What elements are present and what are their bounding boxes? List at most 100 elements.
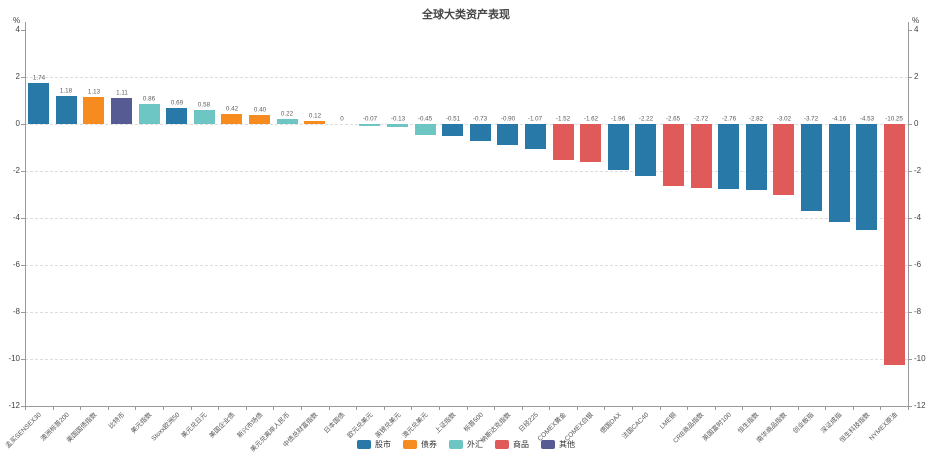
chart-title: 全球大类资产表现	[422, 9, 510, 21]
y-axis-label: -12	[8, 401, 20, 410]
legend-item-other[interactable]: 其他	[541, 439, 575, 450]
bar-value-label: -2.65	[666, 115, 681, 123]
bar-value-label: 0.40	[253, 105, 266, 113]
x-axis-tick	[576, 406, 578, 410]
bar[interactable]	[442, 124, 464, 136]
bar[interactable]	[662, 124, 684, 187]
x-axis-tick	[411, 406, 413, 410]
x-axis-tick	[466, 406, 468, 410]
bar[interactable]	[745, 124, 767, 191]
bar[interactable]	[276, 118, 298, 124]
y-axis-label: 4	[15, 25, 20, 34]
x-axis-label: 美元指数	[129, 411, 154, 435]
bar-value-label: -0.13	[390, 115, 405, 123]
legend: 股市 债券 外汇 商品 其他	[0, 439, 932, 450]
bar-value-label: 0.69	[170, 98, 183, 106]
y-axis-tick	[21, 265, 25, 266]
legend-item-fx[interactable]: 外汇	[449, 439, 483, 450]
bar[interactable]	[524, 124, 546, 150]
x-axis-label: 深证成指	[819, 411, 844, 435]
bar[interactable]	[883, 124, 905, 365]
bar-value-label: 1.74	[32, 74, 45, 82]
bar[interactable]	[497, 124, 519, 146]
bar[interactable]	[580, 124, 602, 163]
y-axis-tick	[21, 312, 25, 313]
bar[interactable]	[166, 107, 188, 124]
x-axis-label: 日经225	[517, 411, 540, 434]
x-axis-tick	[494, 406, 496, 410]
bar-value-label: -2.22	[638, 115, 653, 123]
y-axis-tick	[21, 171, 25, 172]
bar[interactable]	[138, 103, 160, 124]
y-axis-label: 4	[914, 25, 919, 34]
x-axis-tick	[770, 406, 772, 410]
x-axis-label: LME铜	[658, 411, 678, 431]
x-axis-label: 创业板指	[791, 411, 816, 435]
bar[interactable]	[221, 114, 243, 124]
y-axis-tick	[908, 124, 912, 125]
y-axis-label: -8	[914, 307, 922, 316]
legend-swatch	[449, 440, 463, 449]
y-axis-tick	[908, 171, 912, 172]
bar[interactable]	[414, 124, 436, 135]
bar[interactable]	[828, 124, 850, 222]
x-axis-label: 德国DAX	[598, 411, 623, 436]
bar-value-label: 0.42	[225, 105, 239, 113]
bar[interactable]	[773, 124, 795, 195]
y-axis-label: -8	[12, 307, 20, 316]
y-axis-tick	[908, 218, 912, 219]
bar-value-label: 0.86	[143, 94, 156, 102]
bar[interactable]	[856, 124, 878, 231]
bar[interactable]	[800, 124, 822, 212]
x-axis-tick	[825, 406, 827, 410]
x-axis-label: 上证指数	[433, 411, 457, 435]
x-axis-tick	[632, 406, 634, 410]
bar[interactable]	[83, 97, 105, 124]
legend-item-commodity[interactable]: 商品	[495, 439, 529, 450]
bar[interactable]	[718, 124, 740, 189]
bar[interactable]	[552, 124, 574, 160]
y-axis-unit: %	[13, 16, 21, 25]
bar[interactable]	[387, 124, 409, 128]
bar-value-label: -1.07	[528, 115, 543, 123]
y-axis-label: -2	[12, 166, 20, 175]
bar[interactable]	[28, 83, 50, 124]
x-axis-label: 澳元兑美元	[400, 411, 430, 440]
x-axis-tick	[107, 406, 109, 410]
x-axis-tick	[356, 406, 358, 410]
bar-value-label: -2.82	[749, 115, 764, 123]
x-axis-label: 英国富时100	[701, 411, 733, 443]
x-axis-tick	[549, 406, 551, 410]
y-axis-line	[908, 22, 909, 406]
bar-value-label: -2.76	[721, 115, 736, 123]
bar-value-label: -10.25	[885, 115, 904, 123]
bar[interactable]	[469, 124, 491, 142]
y-axis-tick	[908, 406, 912, 407]
bar[interactable]	[111, 97, 133, 124]
bar[interactable]	[607, 124, 629, 171]
bar-value-label: -4.16	[831, 115, 847, 123]
x-axis-label: 新兴市场债	[235, 411, 264, 440]
x-axis-label: COMEX白银	[563, 411, 595, 443]
legend-swatch	[357, 440, 371, 449]
legend-item-stock[interactable]: 股市	[357, 439, 391, 450]
x-axis-tick	[687, 406, 689, 410]
gridline	[25, 124, 908, 125]
bar[interactable]	[193, 110, 215, 124]
bar[interactable]	[55, 96, 77, 124]
y-axis-label: 0	[15, 119, 20, 128]
x-axis-tick	[162, 406, 164, 410]
bar[interactable]	[249, 114, 271, 124]
bar[interactable]	[690, 124, 712, 188]
y-axis-label: -6	[914, 260, 922, 269]
bar-value-label: 1.18	[60, 87, 73, 95]
bar[interactable]	[359, 124, 381, 126]
bar-value-label: -0.07	[362, 115, 378, 123]
legend-item-bond[interactable]: 债券	[403, 439, 437, 450]
x-axis-tick	[190, 406, 192, 410]
y-axis-tick	[908, 77, 912, 78]
y-axis-tick	[908, 359, 912, 360]
x-axis-tick	[328, 406, 330, 410]
bar[interactable]	[304, 121, 326, 124]
bar[interactable]	[635, 124, 657, 177]
